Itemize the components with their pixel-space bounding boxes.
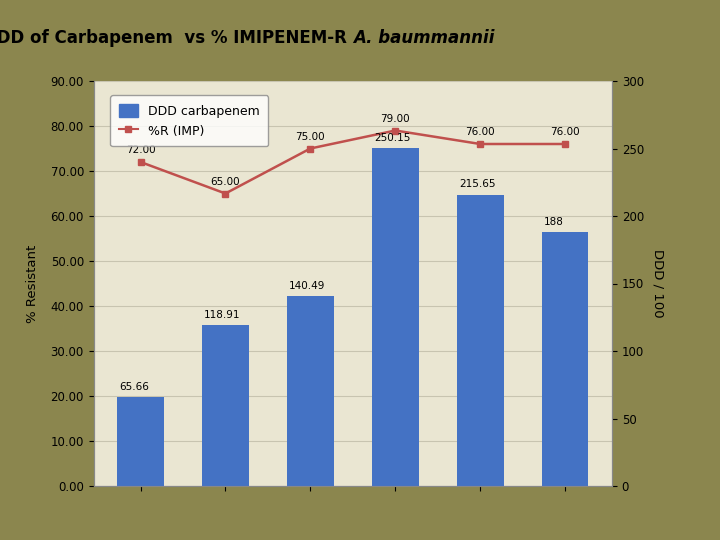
Text: 72.00: 72.00 [126, 145, 156, 156]
Bar [456, 195, 503, 486]
Text: A. baummannii: A. baummannii [353, 29, 495, 47]
Text: 79.00: 79.00 [380, 114, 410, 124]
Legend: DDD carbapenem, %R (IMP): DDD carbapenem, %R (IMP) [110, 96, 269, 146]
Text: DDD of Carbapenem  vs % IMIPENEM-R: DDD of Carbapenem vs % IMIPENEM-R [0, 29, 353, 47]
Y-axis label: % Resistant: % Resistant [27, 245, 40, 322]
Text: 65.66: 65.66 [120, 382, 149, 392]
Text: 75.00: 75.00 [295, 132, 325, 141]
Text: 118.91: 118.91 [204, 310, 240, 320]
Y-axis label: DDD / 100: DDD / 100 [652, 249, 665, 318]
Text: 215.65: 215.65 [459, 179, 495, 190]
Bar [202, 326, 249, 486]
Text: 65.00: 65.00 [211, 177, 240, 187]
Text: 188: 188 [544, 217, 564, 227]
Text: 76.00: 76.00 [550, 127, 580, 137]
Bar [117, 397, 164, 486]
Bar [287, 296, 333, 486]
Text: 250.15: 250.15 [374, 133, 410, 143]
Text: 140.49: 140.49 [289, 281, 325, 291]
Text: 76.00: 76.00 [465, 127, 495, 137]
Bar [541, 232, 588, 486]
Bar [372, 148, 418, 486]
